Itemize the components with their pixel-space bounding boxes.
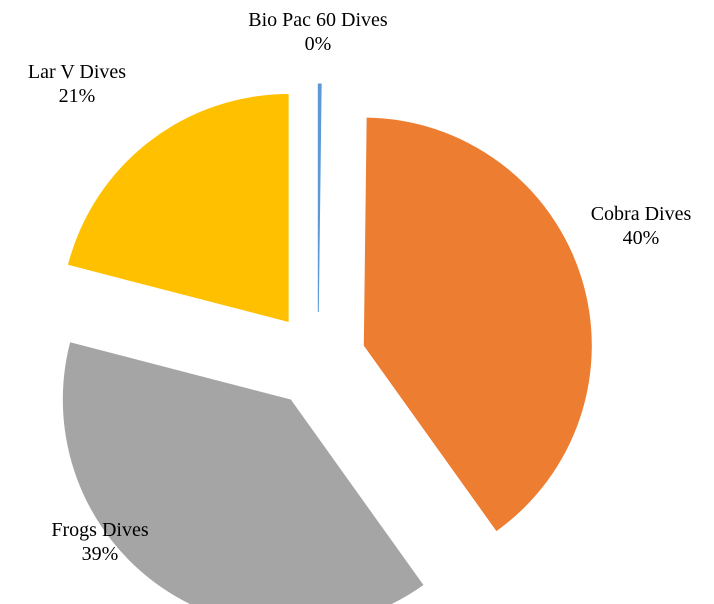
pie-labels: Bio Pac 60 Dives 0% Cobra Dives 40% Frogs Di…	[28, 9, 692, 565]
slice-bio-pac-60-dives	[317, 83, 322, 313]
label-percent: 21%	[59, 85, 96, 107]
label-name: Bio Pac 60 Dives	[248, 9, 388, 31]
label-lar-v-dives: Lar V Dives 21%	[28, 61, 126, 107]
label-percent: 39%	[82, 543, 119, 565]
label-frogs-dives: Frogs Dives 39%	[51, 519, 148, 565]
label-name: Frogs Dives	[51, 519, 148, 541]
slice-frogs-dives	[62, 342, 424, 604]
pie-slices	[62, 83, 592, 604]
label-percent: 40%	[623, 227, 660, 249]
label-name: Lar V Dives	[28, 61, 126, 83]
slice-cobra-dives	[363, 117, 592, 532]
label-bio-pac-60-dives: Bio Pac 60 Dives 0%	[248, 9, 388, 55]
label-cobra-dives: Cobra Dives 40%	[591, 203, 692, 249]
label-name: Cobra Dives	[591, 203, 692, 225]
slice-lar-v-dives	[67, 94, 289, 323]
label-percent: 0%	[305, 33, 332, 55]
